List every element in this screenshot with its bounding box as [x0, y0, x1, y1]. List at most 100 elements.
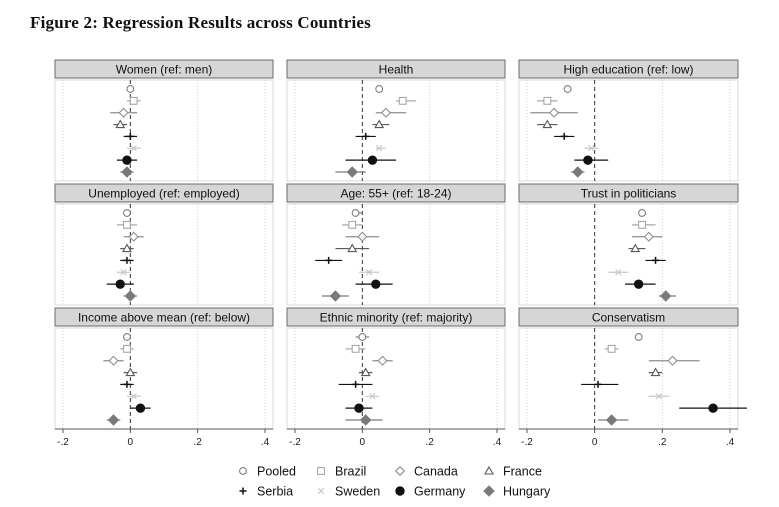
point-pooled — [634, 333, 643, 341]
panel-label: Health — [379, 63, 414, 77]
point-pooled — [638, 209, 646, 217]
legend-item-france: France — [484, 465, 542, 479]
x-tick-label: -.2 — [289, 437, 301, 448]
point-brazil — [123, 220, 131, 229]
point-france — [374, 119, 385, 129]
point-hungary — [346, 166, 358, 178]
point-brazil — [607, 344, 616, 353]
point-pooled — [351, 209, 360, 217]
point-canada — [380, 107, 391, 118]
point-canada — [118, 107, 129, 118]
panel: Trust in politicians — [518, 183, 739, 306]
point-canada — [357, 231, 368, 242]
x-tick-label: .2 — [425, 437, 434, 448]
point-germany — [354, 403, 364, 413]
point-sweden — [655, 393, 663, 400]
panel-header — [286, 59, 506, 79]
panel-plot-area — [286, 203, 506, 306]
point-germany — [633, 279, 644, 289]
legend-label: Germany — [414, 485, 466, 499]
panel-plot-area — [518, 79, 739, 182]
coefficient-plot-grid: Women (ref: men) Health High education (re… — [54, 59, 747, 448]
point-sweden — [365, 269, 373, 276]
x-tick-label: 0 — [128, 437, 134, 448]
point-hungary — [605, 414, 618, 426]
point-hungary — [121, 166, 133, 178]
point-canada — [377, 355, 388, 366]
point-serbia — [352, 380, 360, 388]
brazil-legend-marker — [317, 467, 325, 475]
point-serbia — [594, 380, 602, 388]
france-legend-marker — [484, 465, 494, 475]
point-pooled — [358, 333, 367, 341]
point-canada — [128, 231, 139, 242]
point-germany — [135, 403, 146, 413]
point-sweden — [120, 269, 127, 276]
panel-label: Women (ref: men) — [116, 63, 212, 77]
point-france — [115, 119, 126, 129]
legend-label: Serbia — [257, 485, 293, 499]
serbia-legend-marker — [239, 487, 247, 495]
legend-item-hungary: Hungary — [483, 485, 551, 499]
sweden-legend-marker — [317, 487, 325, 495]
point-pooled — [123, 209, 131, 217]
panel-label: Unemployed (ref: employed) — [88, 187, 239, 201]
panel-plot-area — [518, 327, 739, 430]
x-tick-label: -.2 — [521, 437, 533, 448]
point-canada — [643, 231, 654, 242]
panel: Unemployed (ref: employed) — [54, 183, 274, 306]
point-pooled — [126, 85, 135, 93]
panel-label: Trust in politicians — [581, 187, 677, 201]
point-sweden — [375, 145, 383, 152]
panel-header — [518, 183, 739, 203]
panel-header — [518, 59, 739, 79]
point-germany — [367, 155, 378, 165]
point-france — [650, 367, 661, 377]
legend-label: Hungary — [503, 485, 551, 499]
point-hungary — [660, 290, 672, 302]
panel-plot-area — [54, 203, 274, 306]
point-serbia — [123, 380, 131, 388]
panel-label: Age: 55+ (ref: 18-24) — [340, 187, 451, 201]
panel-plot-area — [518, 203, 739, 306]
canada-legend-marker — [394, 465, 406, 477]
point-brazil — [351, 344, 360, 353]
point-serbia — [126, 132, 134, 140]
legend-label: Pooled — [257, 465, 296, 479]
panel-header — [286, 307, 506, 327]
point-pooled — [123, 333, 131, 341]
point-pooled — [563, 85, 572, 93]
panel-header — [54, 307, 274, 327]
panel: Age: 55+ (ref: 18-24) — [286, 183, 506, 306]
panel-header — [518, 307, 739, 327]
point-germany — [122, 155, 132, 165]
panel-label: Income above mean (ref: below) — [78, 311, 250, 325]
x-tick-label: .4 — [726, 437, 735, 448]
panel-plot-area — [54, 327, 274, 430]
panel-plot-area — [286, 327, 506, 430]
point-france — [630, 243, 641, 253]
point-pooled — [375, 85, 384, 93]
panel: High education (ref: low) — [518, 59, 739, 182]
legend-label: France — [503, 465, 542, 479]
point-brazil — [543, 96, 552, 105]
hungary-legend-marker — [483, 485, 495, 497]
point-sweden — [130, 393, 137, 400]
point-france — [360, 367, 371, 377]
point-hungary — [359, 414, 372, 426]
legend-item-pooled: Pooled — [239, 465, 296, 479]
x-tick-label: .2 — [193, 437, 202, 448]
panel-header — [54, 59, 274, 79]
point-germany — [583, 155, 593, 165]
point-sweden — [615, 269, 622, 276]
point-canada — [548, 107, 560, 118]
point-germany — [371, 279, 381, 289]
point-brazil — [123, 344, 131, 353]
panel-header — [286, 183, 506, 203]
legend-item-brazil: Brazil — [317, 465, 366, 479]
point-brazil — [638, 220, 646, 229]
point-france — [347, 243, 358, 253]
panel: Income above mean (ref: below) -.2 0 .2 .4 — [54, 307, 274, 448]
x-tick-label: .4 — [493, 437, 502, 448]
